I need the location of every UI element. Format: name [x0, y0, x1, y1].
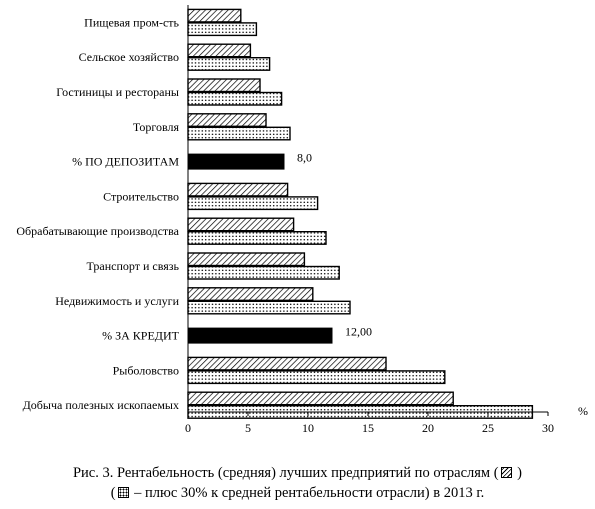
bar-dotted — [188, 301, 350, 314]
category-label: Торговля — [133, 120, 180, 134]
caption-line-2-text: – плюс 30% к средней рентабельности отра… — [131, 485, 485, 501]
x-tick-label: 0 — [185, 421, 191, 435]
caption-line-2: ( – плюс 30% к средней рентабельности от… — [0, 483, 595, 503]
bar-dotted — [188, 93, 282, 106]
bar-hatched — [188, 79, 260, 92]
bar-hatched — [188, 183, 288, 196]
bar-dotted — [188, 371, 445, 384]
data-label: 12,00 — [345, 325, 372, 339]
figure-caption: Рис. 3. Рентабельность (средняя) лучших … — [0, 463, 595, 503]
category-label: Строительство — [103, 189, 179, 203]
legend-dotted-swatch — [118, 487, 129, 498]
category-label: Пищевая пром-сть — [84, 15, 179, 29]
category-labels: Пищевая пром-сть Сельское хозяйство Гостин… — [16, 15, 179, 412]
bar-dotted — [188, 23, 256, 36]
legend-hatched-swatch — [501, 467, 512, 478]
caption-line-1-end: ) — [514, 465, 522, 481]
x-tick-label: 10 — [302, 421, 314, 435]
category-label: % ПО ДЕПОЗИТАМ — [72, 155, 179, 169]
bar-hatched — [188, 392, 453, 405]
x-tick-label: 25 — [482, 421, 494, 435]
bar-dotted — [188, 232, 326, 245]
bar-dotted — [188, 127, 290, 140]
bar-solid — [188, 154, 284, 169]
category-label: Рыболовство — [113, 363, 179, 377]
bar-hatched — [188, 44, 250, 57]
bars — [188, 9, 532, 418]
category-label: Транспорт и связь — [87, 259, 180, 273]
data-label: 8,0 — [297, 151, 312, 165]
x-tick-label: 30 — [542, 421, 554, 435]
bar-dotted — [188, 197, 318, 210]
caption-line-1-text: Рис. 3. Рентабельность (средняя) лучших … — [73, 465, 499, 481]
x-unit-label: % — [578, 404, 588, 418]
category-label: % ЗА КРЕДИТ — [102, 329, 180, 343]
category-label: Недвижимость и услуги — [55, 294, 179, 308]
caption-line-1: Рис. 3. Рентабельность (средняя) лучших … — [0, 463, 595, 483]
x-tick-label: 20 — [422, 421, 434, 435]
category-label: Сельское хозяйство — [79, 50, 179, 64]
bar-hatched — [188, 288, 313, 301]
bar-solid — [188, 328, 332, 343]
bar-dotted — [188, 58, 270, 70]
x-tick-label: 5 — [245, 421, 251, 435]
category-label: Обрабатывающие производства — [16, 224, 179, 238]
category-label: Добыча полезных ископаемых — [23, 398, 179, 412]
bar-chart: Пищевая пром-сть Сельское хозяйство Гостин… — [0, 0, 595, 470]
bar-hatched — [188, 114, 266, 127]
bar-hatched — [188, 9, 241, 22]
caption-line-2-open: ( — [111, 485, 116, 501]
bar-dotted — [188, 267, 339, 280]
bar-hatched — [188, 253, 304, 266]
category-label: Гостиницы и рестораны — [56, 85, 179, 99]
bar-hatched — [188, 357, 386, 370]
bar-hatched — [188, 218, 294, 231]
x-tick-label: 15 — [362, 421, 374, 435]
